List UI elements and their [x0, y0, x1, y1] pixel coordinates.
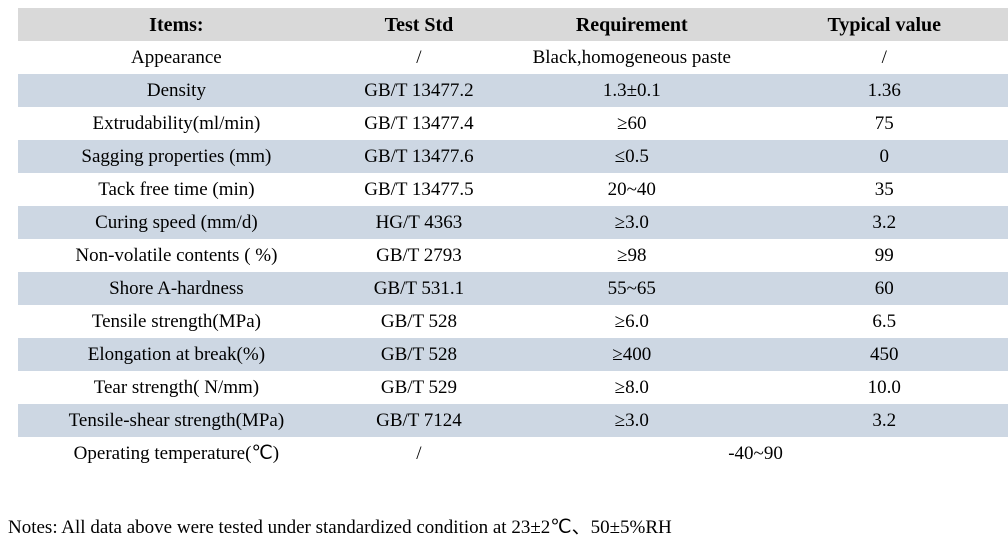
req-cell: ≥8.0 [503, 371, 761, 404]
typical-cell: 60 [760, 272, 1008, 305]
typical-cell: 450 [760, 338, 1008, 371]
std-cell: GB/T 2793 [334, 239, 504, 272]
req-cell: 1.3±0.1 [503, 74, 761, 107]
header-requirement: Requirement [503, 8, 761, 41]
item-cell: Operating temperature(℃) [18, 437, 335, 470]
item-cell: Tensile-shear strength(MPa) [18, 404, 335, 437]
req-cell: ≥60 [503, 107, 761, 140]
table-row: Tack free time (min) GB/T 13477.5 20~40 … [18, 173, 1008, 206]
item-cell: Extrudability(ml/min) [18, 107, 335, 140]
std-cell: GB/T 528 [334, 338, 504, 371]
typical-cell: 75 [760, 107, 1008, 140]
notes-text: Notes: All data above were tested under … [8, 517, 672, 538]
req-cell: 55~65 [503, 272, 761, 305]
item-cell: Tack free time (min) [18, 173, 335, 206]
req-cell: ≥98 [503, 239, 761, 272]
std-cell: GB/T 531.1 [334, 272, 504, 305]
std-cell: GB/T 528 [334, 305, 504, 338]
table-row: Shore A-hardness GB/T 531.1 55~65 60 [18, 272, 1008, 305]
req-cell: ≥400 [503, 338, 761, 371]
table-row: Non-volatile contents ( %) GB/T 2793 ≥98… [18, 239, 1008, 272]
table-row: Density GB/T 13477.2 1.3±0.1 1.36 [18, 74, 1008, 107]
table-row: Tear strength( N/mm) GB/T 529 ≥8.0 10.0 [18, 371, 1008, 404]
req-cell: Black,homogeneous paste [503, 41, 761, 74]
std-cell: GB/T 13477.2 [334, 74, 504, 107]
req-cell: 20~40 [503, 173, 761, 206]
range-cell: -40~90 [503, 437, 1008, 470]
table-row-operating-temperature: Operating temperature(℃) / -40~90 [18, 437, 1008, 470]
header-items: Items: [18, 8, 335, 41]
typical-cell: 3.2 [760, 206, 1008, 239]
std-cell: HG/T 4363 [334, 206, 504, 239]
std-cell: / [334, 41, 504, 74]
typical-cell: 10.0 [760, 371, 1008, 404]
item-cell: Non-volatile contents ( %) [18, 239, 335, 272]
item-cell: Tear strength( N/mm) [18, 371, 335, 404]
typical-cell: 35 [760, 173, 1008, 206]
table-row: Sagging properties (mm) GB/T 13477.6 ≤0.… [18, 140, 1008, 173]
std-cell: / [334, 437, 504, 470]
table-row: Tensile-shear strength(MPa) GB/T 7124 ≥3… [18, 404, 1008, 437]
item-cell: Sagging properties (mm) [18, 140, 335, 173]
item-cell: Shore A-hardness [18, 272, 335, 305]
item-cell: Density [18, 74, 335, 107]
header-typical-value: Typical value [760, 8, 1008, 41]
typical-cell: 3.2 [760, 404, 1008, 437]
req-cell: ≥3.0 [503, 206, 761, 239]
std-cell: GB/T 13477.5 [334, 173, 504, 206]
typical-cell: 1.36 [760, 74, 1008, 107]
table-header-row: Items: Test Std Requirement Typical valu… [18, 8, 1008, 41]
std-cell: GB/T 13477.4 [334, 107, 504, 140]
typical-cell: / [760, 41, 1008, 74]
req-cell: ≥3.0 [503, 404, 761, 437]
std-cell: GB/T 7124 [334, 404, 504, 437]
table-row: Extrudability(ml/min) GB/T 13477.4 ≥60 7… [18, 107, 1008, 140]
table-row: Appearance / Black,homogeneous paste / [18, 41, 1008, 74]
req-cell: ≤0.5 [503, 140, 761, 173]
typical-cell: 0 [760, 140, 1008, 173]
table-row: Elongation at break(%) GB/T 528 ≥400 450 [18, 338, 1008, 371]
item-cell: Curing speed (mm/d) [18, 206, 335, 239]
table-row: Curing speed (mm/d) HG/T 4363 ≥3.0 3.2 [18, 206, 1008, 239]
typical-cell: 99 [760, 239, 1008, 272]
typical-cell: 6.5 [760, 305, 1008, 338]
item-cell: Elongation at break(%) [18, 338, 335, 371]
item-cell: Appearance [18, 41, 335, 74]
std-cell: GB/T 529 [334, 371, 504, 404]
table-row: Tensile strength(MPa) GB/T 528 ≥6.0 6.5 [18, 305, 1008, 338]
item-cell: Tensile strength(MPa) [18, 305, 335, 338]
std-cell: GB/T 13477.6 [334, 140, 504, 173]
spec-table: Items: Test Std Requirement Typical valu… [18, 8, 1008, 470]
req-cell: ≥6.0 [503, 305, 761, 338]
header-test-std: Test Std [334, 8, 504, 41]
